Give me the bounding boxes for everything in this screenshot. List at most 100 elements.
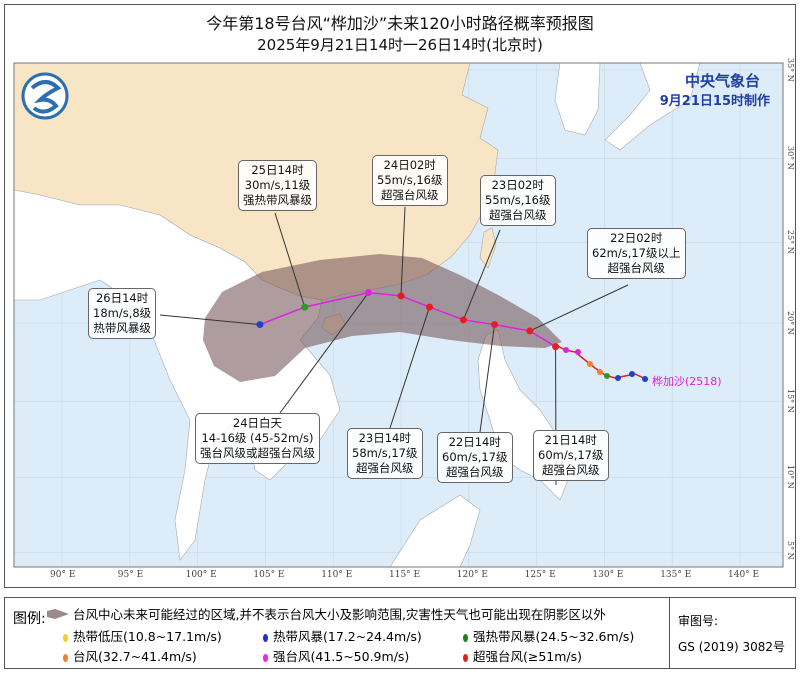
label-speed: 30m/s,11级 [244, 178, 311, 192]
callout-line [274, 212, 306, 308]
callout-line [159, 314, 261, 326]
map-title: 今年第18号台风“桦加沙”未来120小时路径概率预报图 [206, 14, 594, 33]
label-category: 强热带风暴级 [243, 193, 312, 207]
legend-item: 热带风暴(17.2~24.4m/s) [263, 626, 422, 645]
legend-dot-icon [263, 653, 268, 662]
cma-logo [21, 72, 69, 120]
lon-tick-label: 130° E [592, 570, 624, 580]
issue-time: 9月21日15时制作 [659, 94, 770, 109]
lat-tick-label: 15° N [786, 389, 795, 413]
land-taiwan [479, 227, 497, 269]
forecast-label: 22日14时 60m/s,17级 超强台风级 [437, 432, 513, 483]
callout-line [400, 206, 406, 296]
lon-tick-label: 115° E [389, 570, 421, 580]
legend-item: 热带低压(10.8~17.1m/s) [63, 626, 222, 645]
lon-tick-label: 120° E [456, 570, 488, 580]
legend-dot-icon [63, 653, 68, 662]
lon-tick-label: 140° E [728, 570, 760, 580]
cone-swatch-icon [47, 609, 69, 619]
label-time: 22日14时 [448, 435, 501, 449]
callout-line [529, 284, 629, 332]
forecast-label: 23日14时 58m/s,17级 超强台风级 [347, 428, 423, 479]
forecast-point[interactable] [491, 321, 499, 329]
callout-line [389, 306, 430, 429]
lat-tick-label: 10° N [786, 465, 795, 490]
legend-item: 强热带风暴(24.5~32.6m/s) [463, 626, 634, 645]
land-japan [604, 63, 701, 151]
forecast-point[interactable] [526, 327, 534, 335]
label-time: 23日14时 [358, 431, 411, 445]
callout-line [462, 229, 501, 321]
legend-cone: 台风中心未来可能经过的区域,并不表示台风大小及影响范围,灾害性天气也可能出现在阴… [47, 604, 606, 623]
lon-tick-label: 105° E [253, 570, 285, 580]
legend-dot-icon [63, 633, 68, 642]
forecast-label: 22日02时 62m/s,17级以上 超强台风级 [587, 228, 686, 279]
forecast-label: 26日14时 18m/s,8级 热带风暴级 [88, 288, 157, 339]
label-speed: 18m/s,8级 [93, 306, 152, 320]
label-time: 24日白天 [232, 416, 283, 430]
forecast-point[interactable] [425, 303, 433, 311]
lon-tick-label: 135° E [660, 570, 692, 580]
lat-tick-label: 25° N [786, 230, 795, 255]
legend-item-label: 强台风(41.5~50.9m/s) [273, 649, 410, 664]
land-borneo [389, 494, 481, 567]
issuer-name: 中央气象台 [684, 72, 760, 90]
approval-box: 审图号: GS (2019) 3082号 [669, 597, 796, 669]
legend: 图例: 台风中心未来可能经过的区域,并不表示台风大小及影响范围,灾害性天气也可能… [4, 597, 670, 669]
label-speed: 60m/s,17级 [538, 448, 604, 462]
label-speed: 55m/s,16级 [485, 193, 551, 207]
forecast-point[interactable] [301, 303, 309, 311]
lat-tick-label: 20° N [786, 311, 795, 335]
lon-tick-label: 95° E [117, 570, 144, 580]
forecast-point[interactable] [459, 316, 467, 324]
lat-tick-label: 35° N [786, 57, 795, 82]
forecast-label: 23日02时 55m/s,16级 超强台风级 [480, 175, 556, 226]
label-speed: 60m/s,17级 [442, 450, 508, 464]
outer-frame [4, 4, 796, 588]
label-category: 超强台风级 [607, 261, 666, 275]
label-category: 超强台风级 [489, 208, 547, 222]
approval-label: 审图号: [678, 614, 719, 628]
probability-cone [203, 254, 562, 382]
map-subtitle: 2025年9月21日14时一26日14时(北京时) [257, 36, 543, 54]
lat-tick-label: 5° N [786, 540, 795, 560]
callout-line [279, 292, 369, 414]
label-speed: 55m/s,16级 [377, 173, 443, 187]
legend-title: 图例: [13, 611, 46, 627]
forecast-point[interactable] [552, 343, 560, 351]
label-time: 24日02时 [383, 158, 436, 172]
label-time: 25日14时 [251, 163, 304, 177]
forecast-point[interactable] [364, 289, 372, 297]
label-speed: 62m/s,17级以上 [592, 246, 681, 260]
forecast-point[interactable] [256, 321, 264, 329]
label-category: 超强台风级 [356, 461, 414, 475]
forecast-label: 21日14时 60m/s,17级 超强台风级 [533, 430, 609, 481]
label-category: 强台风级或超强台风级 [200, 446, 315, 460]
legend-item: 台风(32.7~41.4m/s) [63, 646, 197, 665]
forecast-label: 25日14时 30m/s,11级 强热带风暴级 [238, 160, 317, 211]
legend-dot-icon [463, 633, 468, 642]
forecast-point[interactable] [397, 292, 405, 300]
legend-item: 超强台风(≥51m/s) [463, 646, 582, 665]
lon-tick-label: 90° E [50, 570, 76, 580]
label-time: 21日14时 [544, 433, 597, 447]
forecast-points [256, 289, 560, 351]
legend-item-label: 台风(32.7~41.4m/s) [73, 649, 197, 664]
lat-tick-label: 30° N [786, 146, 795, 171]
lon-tick-label: 125° E [524, 570, 556, 580]
past-track-points [563, 347, 648, 382]
legend-item-label: 强热带风暴(24.5~32.6m/s) [473, 629, 635, 644]
legend-item-label: 热带风暴(17.2~24.4m/s) [273, 629, 422, 644]
legend-cone-text: 台风中心未来可能经过的区域,并不表示台风大小及影响范围,灾害性天气也可能出现在阴… [72, 607, 606, 622]
legend-dot-icon [463, 653, 468, 662]
label-time: 23日02时 [491, 178, 544, 192]
forecast-label: 24日白天 14-16级 (45-52m/s) 强台风级或超强台风级 [195, 413, 320, 464]
label-category: 超强台风级 [446, 465, 504, 479]
lon-tick-label: 110° E [321, 570, 353, 580]
label-time: 26日14时 [95, 291, 149, 305]
typhoon-name-label: 桦加沙(2518) [652, 374, 722, 388]
label-category: 热带风暴级 [93, 321, 151, 335]
approval-number: GS (2019) 3082号 [678, 640, 785, 654]
legend-item-label: 热带低压(10.8~17.1m/s) [73, 629, 222, 644]
